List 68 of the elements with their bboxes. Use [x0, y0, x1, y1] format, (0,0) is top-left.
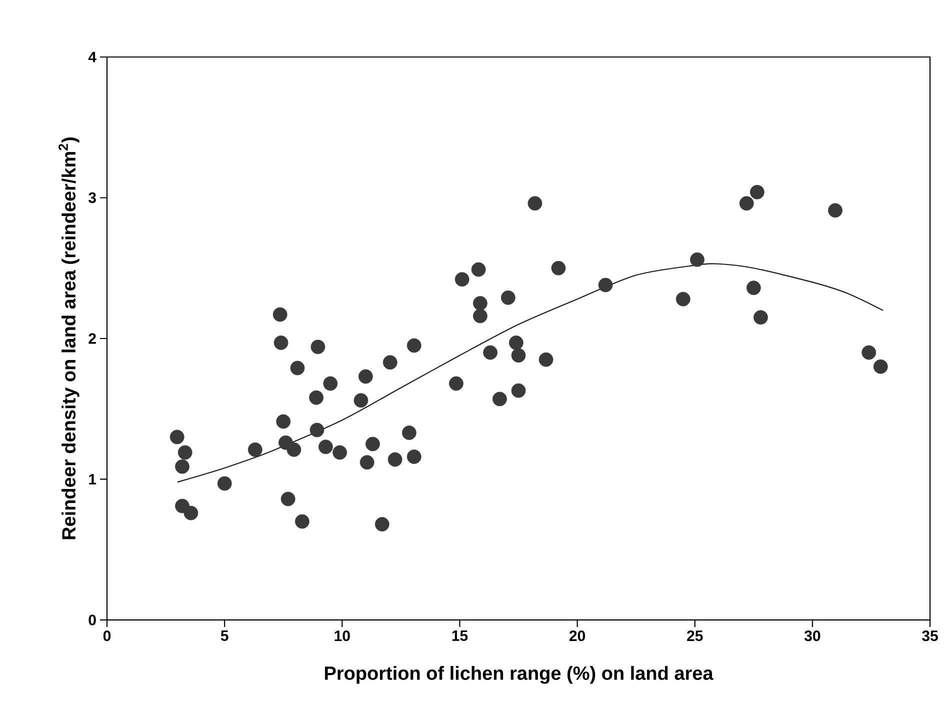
x-tick-label: 10: [334, 630, 350, 642]
point: [551, 260, 566, 276]
point: [750, 184, 764, 200]
y-tick-label: 3: [88, 192, 96, 204]
point: [690, 252, 704, 267]
point: [448, 376, 464, 391]
point: [511, 383, 526, 398]
point: [358, 369, 373, 384]
point: [184, 506, 198, 520]
x-tick-label: 0: [103, 630, 111, 642]
point: [472, 308, 488, 324]
y-tick-label: 2: [88, 333, 96, 344]
y-tick-label: 0: [88, 614, 96, 626]
x-tick-label: 20: [569, 630, 586, 642]
point: [170, 430, 184, 444]
point: [492, 392, 507, 406]
point: [248, 442, 262, 457]
point: [746, 280, 761, 296]
point: [354, 393, 368, 408]
point: [508, 336, 524, 350]
point: [310, 340, 326, 354]
point: [366, 436, 380, 452]
point: [332, 445, 348, 460]
point: [873, 359, 888, 374]
point: [828, 203, 842, 218]
point: [318, 440, 333, 454]
x-tick-label: 35: [922, 630, 938, 642]
point: [454, 272, 470, 287]
point: [294, 514, 310, 529]
point: [178, 445, 192, 460]
point: [483, 345, 498, 360]
point: [406, 338, 422, 353]
point: [402, 426, 416, 440]
point: [290, 360, 305, 376]
point: [276, 414, 291, 429]
point: [388, 452, 402, 467]
y-tick-label: 1: [89, 474, 96, 484]
point: [528, 196, 542, 211]
x-axis-title: Proportion of lichen range (%) on land area: [325, 666, 714, 684]
point: [286, 442, 302, 457]
point: [598, 278, 613, 292]
y-tick-label: 4: [88, 52, 96, 62]
point: [676, 292, 690, 306]
point: [323, 376, 338, 391]
point: [272, 307, 288, 322]
point: [754, 310, 768, 325]
point: [739, 196, 754, 211]
point: [175, 459, 190, 474]
point: [360, 455, 374, 470]
x-tick-label: 30: [804, 630, 820, 642]
point: [382, 355, 398, 370]
point: [472, 296, 488, 310]
point: [500, 290, 516, 305]
point: [310, 422, 324, 438]
point: [280, 492, 296, 506]
point: [406, 450, 422, 464]
point: [538, 352, 554, 367]
x-tick-label: 15: [452, 630, 468, 641]
point: [374, 517, 390, 532]
point: [274, 336, 288, 350]
point: [217, 476, 232, 491]
y-axis-title: Reindeer density on land area (reindeer/km$^{2}$): [58, 138, 80, 540]
point: [471, 262, 486, 277]
x-tick-label: 5: [220, 630, 228, 641]
point: [511, 348, 526, 363]
point: [309, 390, 324, 405]
point: [862, 345, 876, 360]
x-tick-label: 25: [687, 630, 703, 642]
